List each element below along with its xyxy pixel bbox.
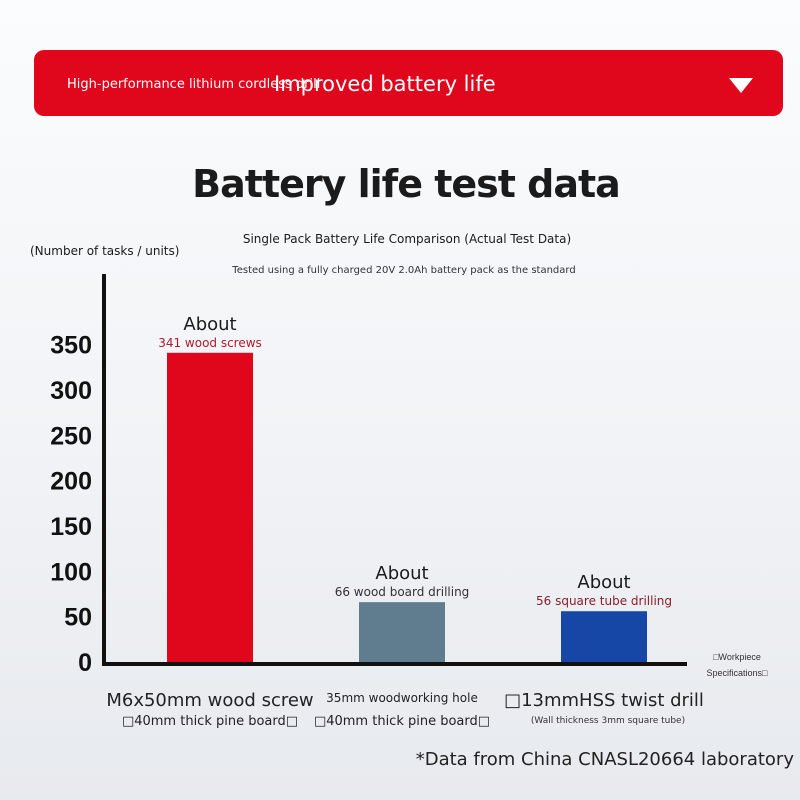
bar [561,611,647,662]
category-sublabel: □40mm thick pine board□ [121,714,299,729]
chevron-down-icon[interactable] [729,78,753,93]
footnote: *Data from China CNASL20664 laboratory [415,749,794,770]
y-axis-ticks: 0 50 100 150 200 250 300 350 [50,332,92,677]
bar [359,602,445,662]
bar-label-prefix: About [375,563,428,584]
category-label: 35mm woodworking hole [326,691,478,705]
bars [167,352,647,662]
bar-data-label: 66 wood board drilling [335,585,470,599]
y-tick-label: 50 [64,604,92,632]
bar-label-prefix: About [183,314,236,335]
y-tick-label: 150 [50,513,92,541]
y-tick-label: 100 [50,558,92,586]
category-label: M6x50mm wood screw [106,690,314,711]
y-tick-label: 350 [50,332,92,360]
banner-subtitle: High-performance lithium cordless drill [67,77,321,92]
category-sublabel: □40mm thick pine board□ [313,714,491,729]
y-axis-label: (Number of tasks / units) [30,244,180,258]
bar-label-prefix: About [577,572,630,593]
x-axis-label: □Workpiece [713,652,761,662]
y-tick-label: 0 [78,649,92,677]
category-sublabel: (Wall thickness 3mm square tube) [530,716,686,726]
header-banner: High-performance lithium cordless drill … [34,50,783,116]
banner-title: Improved battery life [274,72,496,96]
category-label: □13mmHSS twist drill [504,690,704,711]
page-title: Battery life test data [192,162,621,206]
bar [167,352,253,662]
y-tick-label: 250 [50,422,92,450]
bar-data-label: 56 square tube drilling [536,594,672,608]
chart-note: Tested using a fully charged 20V 2.0Ah b… [232,265,576,276]
bar-data-label: 341 wood screws [158,336,262,350]
chart-subtitle: Single Pack Battery Life Comparison (Act… [242,232,572,246]
y-tick-label: 300 [50,377,92,405]
x-axis-label: Specifications□ [706,668,768,678]
y-tick-label: 200 [50,468,92,496]
